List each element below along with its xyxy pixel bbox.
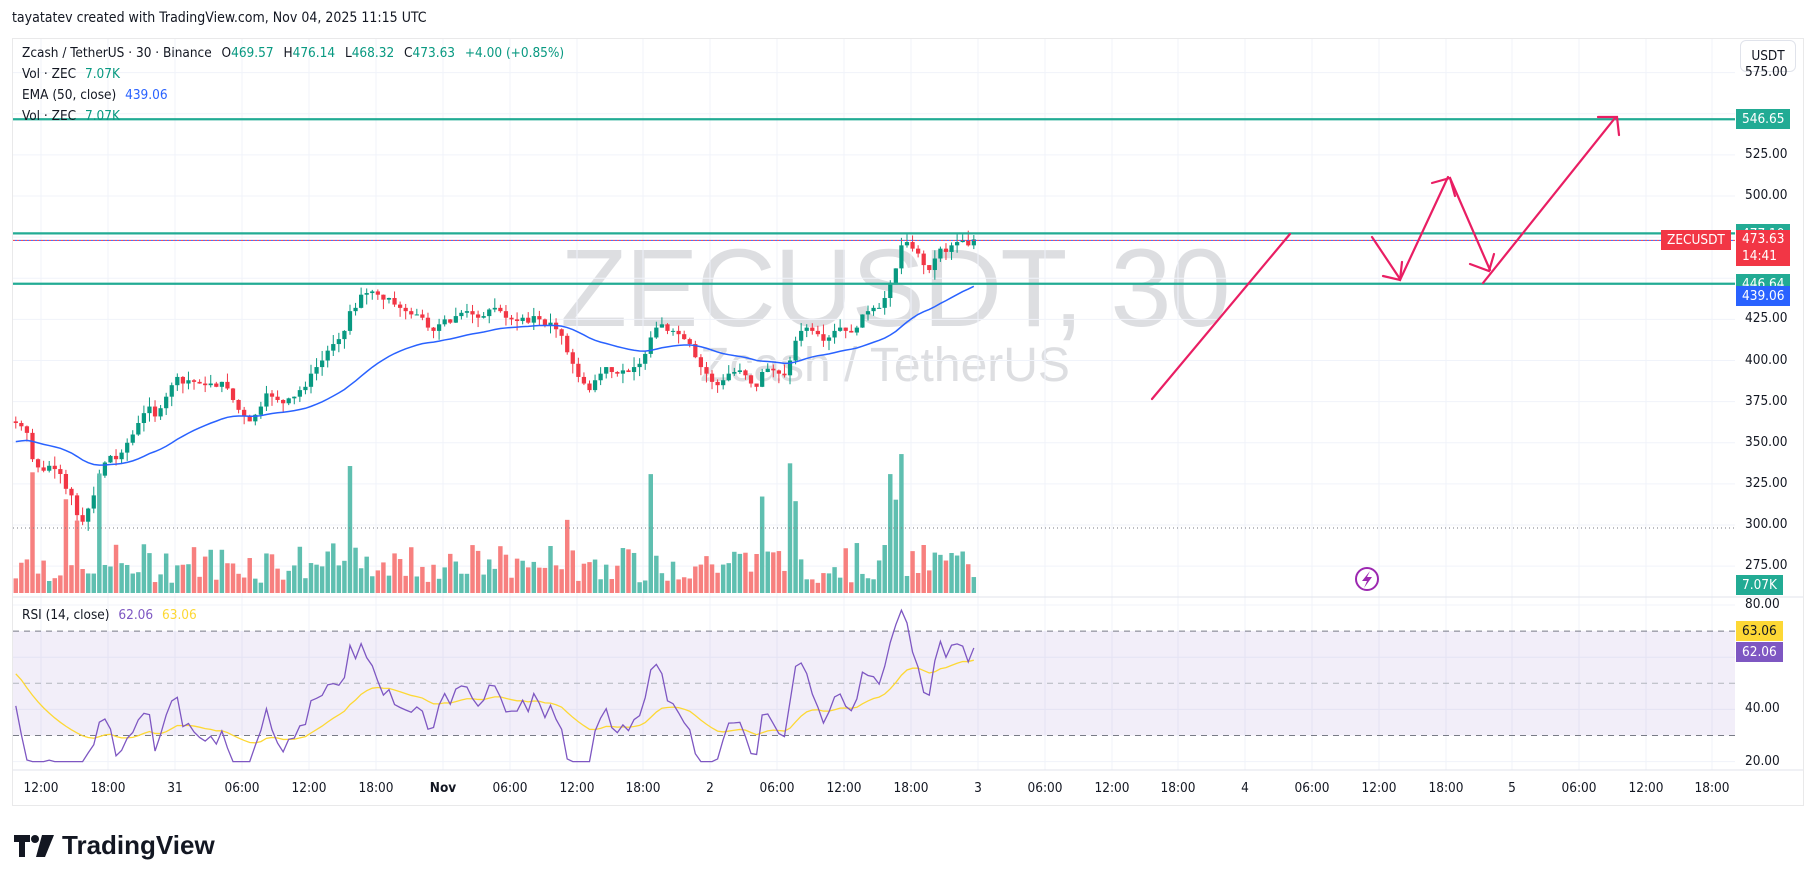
close-value: 473.63 <box>412 45 456 61</box>
volume-value-2: 7.07K <box>84 108 120 124</box>
time-tick: 06:00 <box>759 780 795 796</box>
rsi-legend[interactable]: RSI (14, close) 62.06 63.06 <box>22 605 197 626</box>
time-tick: 06:00 <box>224 780 260 796</box>
volume-legend[interactable]: Vol · ZEC 7.07K <box>22 64 120 85</box>
time-tick: 18:00 <box>625 780 661 796</box>
ema-label: EMA (50, close) <box>22 87 117 103</box>
time-tick: 18:00 <box>1428 780 1464 796</box>
credit-text: tayatatev created with TradingView.com, … <box>12 10 427 26</box>
price-tick: 575.00 <box>1745 63 1788 80</box>
time-tick: 06:00 <box>1294 780 1330 796</box>
time-tick: 4 <box>1241 780 1249 796</box>
time-tick: 5 <box>1508 780 1516 796</box>
low-value: 468.32 <box>351 45 395 61</box>
price-tick: 275.00 <box>1745 557 1788 574</box>
time-tick: 12:00 <box>291 780 327 796</box>
volume-value: 7.07K <box>84 66 120 82</box>
volume-label-2: Vol · ZEC <box>22 108 77 124</box>
price-tick: 425.00 <box>1745 310 1788 327</box>
time-tick: 18:00 <box>1160 780 1196 796</box>
rsi-value: 62.06 <box>118 607 154 623</box>
time-tick: 12:00 <box>1094 780 1130 796</box>
time-tick: 18:00 <box>893 780 929 796</box>
ema-legend[interactable]: EMA (50, close) 439.06 <box>22 85 168 106</box>
currency-button[interactable]: USDT <box>1740 40 1796 72</box>
price-tick: 350.00 <box>1745 433 1788 450</box>
price-tick: 500.00 <box>1745 187 1788 203</box>
price-tick: 325.00 <box>1745 474 1788 491</box>
tradingview-logo[interactable]: TradingView <box>14 830 215 861</box>
time-tick: 12:00 <box>559 780 595 796</box>
price-tag-resistance-546: 546.65 <box>1736 109 1791 130</box>
volume-label: Vol · ZEC <box>22 66 77 82</box>
tradingview-logo-icon <box>14 834 54 857</box>
rsi-label: RSI (14, close) <box>22 607 110 623</box>
rsi-ma-tag: 63.06 <box>1736 621 1783 641</box>
close-label: C <box>404 45 413 61</box>
time-tick: 12:00 <box>23 780 59 796</box>
volume-tag: 7.07K <box>1736 575 1783 595</box>
price-tick: 300.00 <box>1745 516 1788 532</box>
time-tick: 12:00 <box>1361 780 1397 796</box>
time-tick: 12:00 <box>826 780 862 796</box>
volume-legend-2[interactable]: Vol · ZEC 7.07K <box>22 106 120 127</box>
rsi-ma-value: 63.06 <box>162 607 197 623</box>
price-tag-ema: 439.06 <box>1736 286 1791 307</box>
time-tick: 18:00 <box>358 780 394 796</box>
low-label: L <box>344 45 352 61</box>
price-tick: 400.00 <box>1745 351 1788 368</box>
time-tick: 12:00 <box>1628 780 1664 796</box>
chart-panel[interactable] <box>12 38 1804 806</box>
time-tick: 06:00 <box>1027 780 1063 796</box>
alert-lightning-icon[interactable] <box>1355 567 1379 591</box>
ema-value: 439.06 <box>125 87 168 103</box>
time-tick: 06:00 <box>1561 780 1597 796</box>
price-tick: 375.00 <box>1745 392 1788 409</box>
rsi-tick: 40.00 <box>1745 700 1780 717</box>
high-value: 476.14 <box>292 45 336 61</box>
time-tick: 31 <box>167 780 183 796</box>
high-label: H <box>283 45 293 61</box>
time-tick: 3 <box>974 780 982 796</box>
price-tag-last-price: 473.63 14:41 <box>1736 230 1791 267</box>
rsi-tick: 20.00 <box>1745 752 1780 769</box>
symbol-title[interactable]: Zcash / TetherUS · 30 · Binance <box>22 45 212 61</box>
open-value: 469.57 <box>231 45 274 61</box>
time-tick: Nov <box>429 780 457 796</box>
time-tick: 2 <box>706 780 714 796</box>
tradingview-wordmark: TradingView <box>62 830 215 860</box>
rsi-tag: 62.06 <box>1736 642 1783 662</box>
symbol-legend: Zcash / TetherUS · 30 · Binance O469.57 … <box>22 43 564 64</box>
change-value: +4.00 (+0.85%) <box>464 45 565 61</box>
rsi-tick: 80.00 <box>1745 596 1780 612</box>
time-tick: 18:00 <box>90 780 126 796</box>
time-tick: 18:00 <box>1694 780 1730 796</box>
time-tick: 06:00 <box>492 780 528 796</box>
price-tick: 525.00 <box>1745 145 1788 162</box>
symbol-price-label: ZECUSDT <box>1661 230 1731 251</box>
open-label: O <box>221 45 232 61</box>
symbol-watermark: ZECUSDT, 30 <box>560 227 1231 350</box>
